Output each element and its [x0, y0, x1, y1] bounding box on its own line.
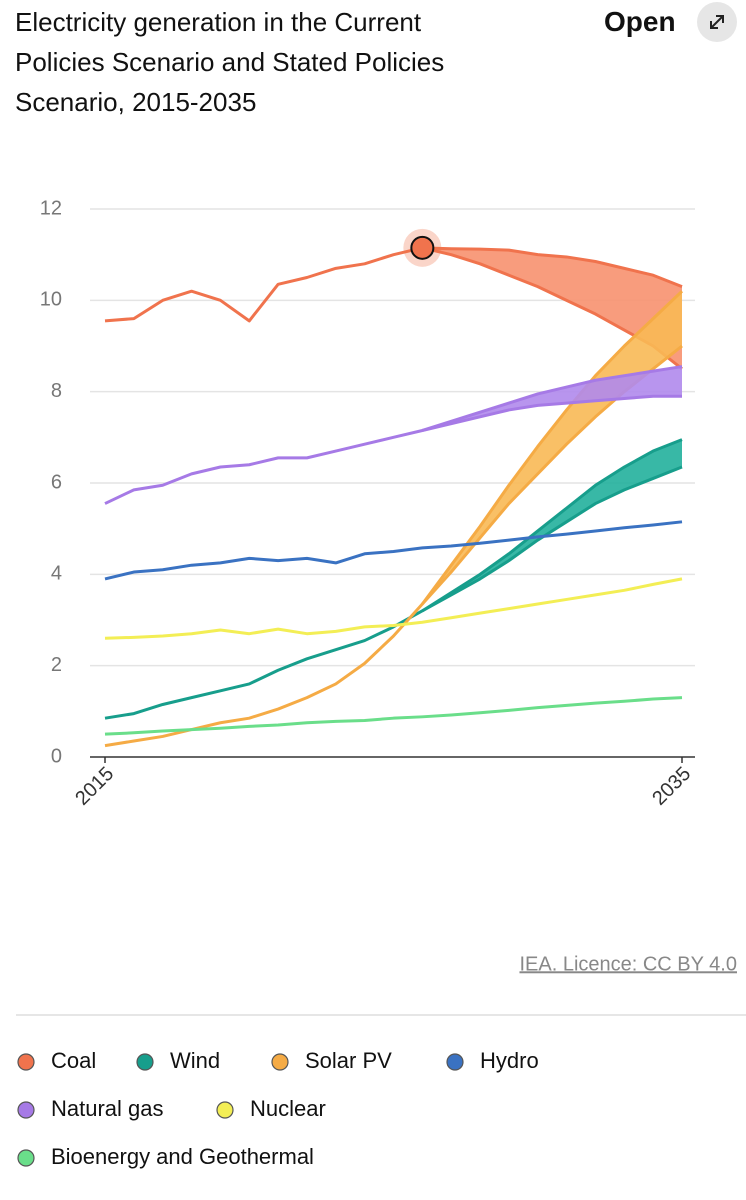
legend-swatch	[17, 1053, 35, 1071]
series-line	[104, 520, 683, 581]
series-line	[104, 365, 683, 505]
y-tick-label: 6	[51, 471, 62, 493]
highlight-point	[410, 235, 435, 260]
scenario-band	[422, 291, 682, 605]
legend-label: Hydro	[480, 1048, 539, 1073]
legend-swatch	[446, 1053, 464, 1071]
y-tick-label: 10	[40, 289, 62, 311]
y-tick-label: 0	[51, 745, 62, 767]
series-line	[104, 438, 683, 720]
scenario-band	[422, 439, 682, 611]
series-line	[104, 246, 683, 323]
series-line	[104, 696, 683, 736]
expand-icon[interactable]	[697, 2, 737, 42]
scenario-band	[422, 247, 682, 369]
scenario-line	[422, 394, 682, 432]
legend-label: Solar PV	[305, 1048, 392, 1073]
legend-swatch	[136, 1053, 154, 1071]
legend-swatch	[271, 1053, 289, 1071]
series-line	[104, 290, 684, 748]
legend-label: Natural gas	[51, 1096, 164, 1121]
y-tick-label: 8	[51, 380, 62, 402]
legend-swatch	[17, 1101, 35, 1119]
y-tick-label: 4	[51, 563, 62, 585]
legend-label: Bioenergy and Geothermal	[51, 1144, 314, 1169]
scenario-line	[421, 465, 683, 613]
x-tick-label: 2015	[71, 763, 118, 810]
series-line	[104, 577, 683, 640]
open-button[interactable]: Open	[604, 6, 676, 37]
y-tick-label: 12	[40, 197, 62, 219]
legend-swatch	[17, 1149, 35, 1167]
expand-glyph	[710, 15, 724, 29]
x-tick-label: 2035	[648, 763, 695, 810]
chart-title: Electricity generation in the Current Po…	[15, 7, 445, 117]
legend-swatch	[216, 1101, 234, 1119]
y-tick-label: 2	[51, 654, 62, 676]
legend-label: Coal	[51, 1048, 96, 1073]
legend-label: Wind	[170, 1048, 220, 1073]
source-link[interactable]: IEA. Licence: CC BY 4.0	[519, 953, 737, 975]
legend-label: Nuclear	[250, 1096, 326, 1121]
